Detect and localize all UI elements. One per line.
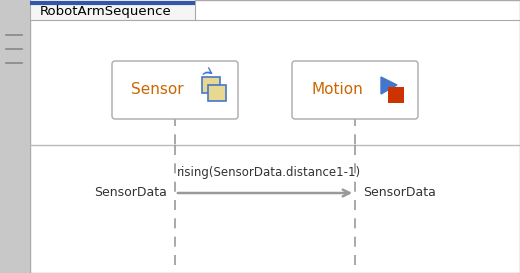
Text: RobotArmSequence: RobotArmSequence xyxy=(40,4,172,17)
Text: SensorData: SensorData xyxy=(363,186,436,200)
FancyBboxPatch shape xyxy=(292,61,418,119)
FancyBboxPatch shape xyxy=(0,0,30,273)
FancyBboxPatch shape xyxy=(208,85,226,101)
Text: Sensor: Sensor xyxy=(131,82,184,97)
Text: SensorData: SensorData xyxy=(94,186,167,200)
FancyBboxPatch shape xyxy=(30,0,195,20)
Polygon shape xyxy=(381,77,397,94)
FancyBboxPatch shape xyxy=(202,77,220,93)
FancyBboxPatch shape xyxy=(112,61,238,119)
FancyBboxPatch shape xyxy=(30,0,520,273)
FancyBboxPatch shape xyxy=(388,87,404,103)
Text: rising(SensorData.distance1-1): rising(SensorData.distance1-1) xyxy=(177,166,361,179)
Text: Motion: Motion xyxy=(311,82,363,97)
